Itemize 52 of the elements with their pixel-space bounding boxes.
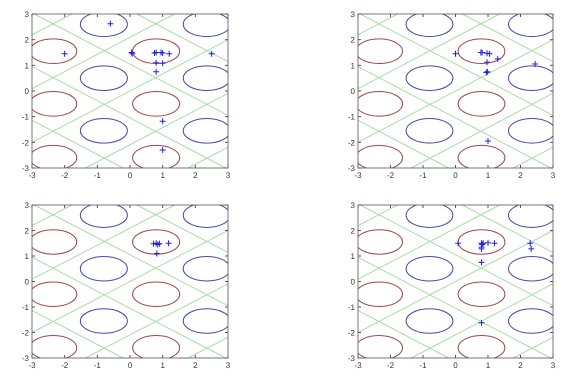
x-tick-label: -2 bbox=[386, 361, 395, 370]
x-tick-label: 1 bbox=[486, 171, 491, 180]
y-tick-label: 3 bbox=[24, 201, 30, 210]
x-tick-label: -1 bbox=[419, 361, 428, 370]
y-tick-label: 0 bbox=[350, 278, 356, 286]
x-tick-label: 0 bbox=[128, 171, 133, 180]
x-tick-label: 1 bbox=[160, 171, 166, 180]
x-tick-label: -1 bbox=[419, 171, 428, 180]
y-tick-label: 1 bbox=[350, 61, 356, 70]
y-tick-label: -1 bbox=[22, 112, 30, 122]
x-tick-label: 3 bbox=[550, 171, 556, 180]
y-tick-label: 0 bbox=[350, 87, 356, 96]
y-tick-label: 3 bbox=[350, 201, 356, 210]
x-tick-label: 0 bbox=[453, 361, 458, 370]
x-tick-label: 1 bbox=[160, 361, 166, 370]
x-tick-label: 0 bbox=[128, 361, 133, 370]
y-tick-label: -2 bbox=[348, 328, 356, 338]
y-tick-label: -3 bbox=[22, 354, 30, 363]
y-tick-label: -2 bbox=[22, 138, 30, 148]
x-tick-label: 0 bbox=[453, 171, 458, 180]
x-tick-label: 3 bbox=[550, 361, 556, 370]
x-tick-label: -1 bbox=[94, 171, 102, 180]
y-tick-label: -3 bbox=[348, 164, 356, 173]
x-tick-label: 3 bbox=[226, 171, 231, 180]
y-tick-label: -1 bbox=[22, 303, 30, 312]
y-tick-label: 2 bbox=[24, 226, 30, 236]
y-tick-label: 2 bbox=[350, 36, 356, 45]
x-tick-label: -2 bbox=[61, 361, 69, 370]
x-tick-label: -1 bbox=[94, 361, 102, 370]
x-tick-label: 2 bbox=[193, 171, 198, 180]
y-tick-label: 3 bbox=[350, 10, 356, 19]
y-tick-label: -2 bbox=[348, 138, 356, 148]
y-tick-label: -1 bbox=[348, 303, 356, 312]
x-tick-label: -2 bbox=[61, 171, 69, 180]
y-tick-label: -2 bbox=[22, 328, 30, 338]
y-tick-label: 0 bbox=[24, 278, 30, 286]
x-tick-label: 2 bbox=[518, 171, 524, 180]
y-tick-label: -3 bbox=[22, 164, 30, 173]
y-tick-label: 1 bbox=[24, 252, 30, 261]
x-tick-label: 3 bbox=[226, 361, 231, 370]
x-tick-label: 1 bbox=[486, 361, 491, 370]
y-tick-label: 1 bbox=[24, 61, 30, 70]
y-tick-label: -1 bbox=[348, 112, 356, 122]
y-tick-label: 2 bbox=[350, 226, 356, 236]
x-tick-label: 2 bbox=[193, 361, 198, 370]
y-tick-label: 1 bbox=[350, 252, 356, 261]
x-tick-label: 2 bbox=[518, 361, 524, 370]
y-tick-label: 2 bbox=[24, 36, 30, 45]
y-tick-label: -3 bbox=[348, 354, 356, 363]
y-tick-label: 0 bbox=[24, 87, 30, 96]
y-tick-label: 3 bbox=[24, 10, 30, 19]
x-tick-label: -2 bbox=[386, 171, 395, 180]
